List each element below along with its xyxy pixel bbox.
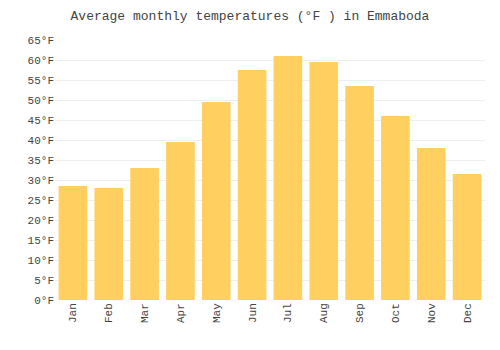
svg-text:25°F: 25°F — [28, 195, 54, 207]
svg-text:55°F: 55°F — [28, 75, 54, 87]
svg-text:15°F: 15°F — [28, 235, 54, 247]
svg-text:40°F: 40°F — [28, 135, 54, 147]
svg-text:Feb: Feb — [103, 303, 115, 323]
svg-text:Apr: Apr — [175, 303, 187, 323]
svg-text:60°F: 60°F — [28, 55, 54, 67]
svg-text:Sep: Sep — [354, 303, 366, 323]
svg-text:Jan: Jan — [67, 303, 79, 323]
svg-text:Aug: Aug — [318, 303, 330, 323]
svg-text:0°F: 0°F — [34, 295, 54, 307]
svg-text:Mar: Mar — [139, 303, 151, 323]
svg-text:45°F: 45°F — [28, 115, 54, 127]
svg-text:30°F: 30°F — [28, 175, 54, 187]
svg-text:50°F: 50°F — [28, 95, 54, 107]
svg-text:20°F: 20°F — [28, 215, 54, 227]
svg-text:Jul: Jul — [282, 303, 294, 323]
svg-text:10°F: 10°F — [28, 255, 54, 267]
svg-text:35°F: 35°F — [28, 155, 54, 167]
svg-text:Jun: Jun — [247, 303, 259, 323]
svg-text:May: May — [211, 303, 223, 323]
svg-text:Dec: Dec — [462, 303, 474, 323]
svg-text:Oct: Oct — [390, 303, 402, 323]
svg-text:65°F: 65°F — [28, 35, 54, 47]
svg-text:5°F: 5°F — [34, 275, 54, 287]
svg-text:Nov: Nov — [426, 303, 438, 323]
svg-text:Average monthly temperatures (: Average monthly temperatures (°F ) in Em… — [71, 9, 430, 24]
